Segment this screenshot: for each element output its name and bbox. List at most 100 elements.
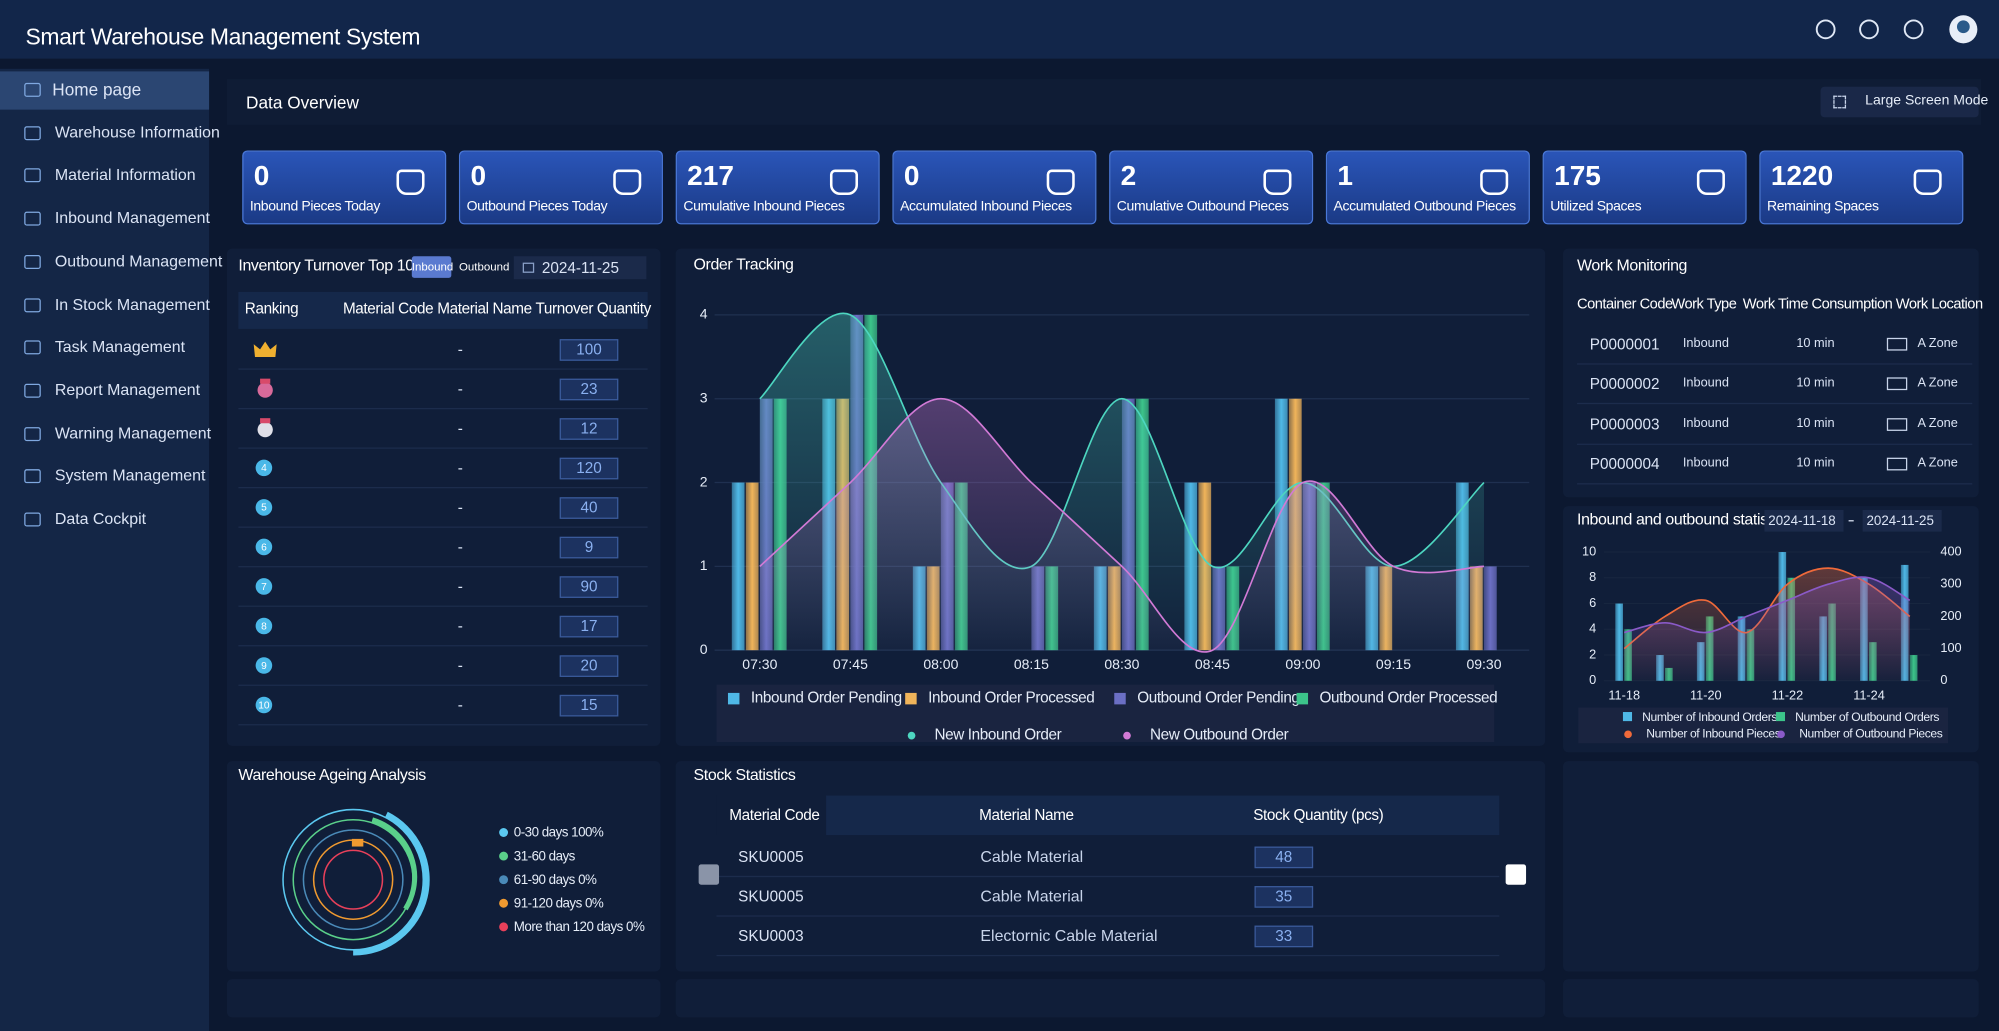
nav-icon [24,125,41,140]
row-divider [238,368,648,370]
material-name: - [457,656,463,675]
table-cell: 10 min [1796,376,1835,391]
card-icon [1696,169,1725,196]
stat-card: 0 Inbound Pieces Today [242,150,447,225]
tab-label: Inbound [411,260,454,273]
ageing-panel [226,761,661,972]
stat-value: 2 [1120,159,1137,192]
tab[interactable]: Outbound [459,256,509,278]
column-header: Stock Quantity (pcs) [1253,805,1384,824]
quantity-box: 120 [559,457,619,480]
nav-item[interactable]: Material Information [0,157,209,195]
column-header: Ranking [244,299,299,318]
sidebar [0,68,210,1031]
statistics-panel [1563,506,1979,753]
table-cell: A Zone [1917,416,1958,431]
nav-label: Data Cockpit [54,509,147,528]
stat-card: 0 Accumulated Inbound Pieces [892,150,1097,225]
order-tracking-panel [675,248,1546,746]
nav-item[interactable]: Data Cockpit [0,501,209,539]
material-name: - [457,340,463,359]
stat-value: 1220 [1770,159,1834,192]
table-cell: P0000002 [1589,375,1660,394]
quantity-box: 17 [559,615,619,638]
material-name: - [457,538,463,556]
stat-label: Accumulated Outbound Pieces [1333,198,1517,215]
stat-value: 175 [1554,159,1601,192]
nav-item[interactable]: Inbound Management [0,200,210,238]
stat-card: 175 Utilized Spaces [1542,150,1747,225]
date-text: 2024-11-25 [541,258,619,277]
nav-icon [24,469,41,484]
table-cell: 10 min [1796,336,1835,351]
row-divider [716,954,1500,957]
table-cell: Inbound [1682,376,1729,391]
quantity-box: 100 [559,339,619,361]
top-bar [0,0,1999,59]
stat-label: Outbound Pieces Today [466,198,608,215]
table-cell: P0000004 [1589,454,1660,473]
table-cell: Inbound [1682,456,1729,471]
nav-item[interactable]: Warehouse Information [0,114,220,152]
row-divider [238,447,648,449]
nav-label: Inbound Management [54,209,210,228]
card-icon [613,169,642,196]
row-divider [238,407,648,410]
nav-icon [24,211,41,226]
large-screen-button[interactable]: Large Screen Mode [1820,86,1988,118]
nav-icon [24,383,41,398]
table-cell: Inbound [1682,416,1729,431]
quantity-box: 15 [559,694,619,717]
material-name: - [457,696,463,714]
nav-item[interactable]: System Management [0,458,209,496]
quantity-box: 40 [559,497,619,519]
column-header: Material Name [437,299,532,318]
stat-label: Utilized Spaces [1550,198,1642,215]
card-icon [1263,169,1292,196]
work-monitoring-panel [1563,248,1979,498]
nav-item[interactable]: Outbound Management [0,243,222,281]
stat-label: Remaining Spaces [1767,198,1879,215]
quantity-box: 35 [1254,886,1314,908]
row-divider [238,645,648,647]
zone-icon [1886,377,1908,391]
material-name: - [457,458,463,477]
table-cell: A Zone [1917,376,1958,391]
stat-card: 1220 Remaining Spaces [1759,150,1964,225]
material-name: - [457,577,463,596]
table-cell: P0000001 [1589,335,1660,354]
next-button[interactable] [1505,864,1527,885]
nav-item[interactable]: Home page [0,71,210,110]
nav-item[interactable]: Warning Management [0,415,211,453]
nav-label: In Stock Management [54,295,210,313]
row-divider [238,605,648,607]
nav-icon [24,168,41,183]
column-header: Work Type [1671,297,1737,313]
nav-item[interactable]: Report Management [0,372,209,410]
tab[interactable]: Inbound [411,256,454,278]
table-cell: A Zone [1917,456,1958,471]
card-icon [1913,169,1942,196]
nav-item[interactable]: Task Management [0,329,209,367]
stat-card: 217 Cumulative Inbound Pieces [675,150,880,225]
zone-icon [1886,417,1908,431]
quantity-box: 33 [1254,925,1314,948]
table-header [716,795,1500,836]
quantity-box: 12 [559,418,619,440]
stat-card: 2 Cumulative Outbound Pieces [1109,150,1314,225]
quantity-box: 90 [559,576,619,598]
row-divider [238,566,648,568]
stat-label: Cumulative Outbound Pieces [1116,198,1289,215]
card-icon [1046,169,1075,196]
row-divider [716,875,1500,878]
nav-label: Warehouse Information [54,123,220,142]
column-header: Material Code [342,299,434,318]
nav-label: System Management [54,466,206,485]
card-icon [396,169,425,196]
prev-button[interactable] [698,864,720,885]
app-title: Smart Warehouse Management System [25,24,421,50]
date-picker[interactable]: 2024-11-25 [513,256,647,280]
stat-label: Inbound Pieces Today [249,198,380,215]
nav-item[interactable]: In Stock Management [0,286,210,324]
